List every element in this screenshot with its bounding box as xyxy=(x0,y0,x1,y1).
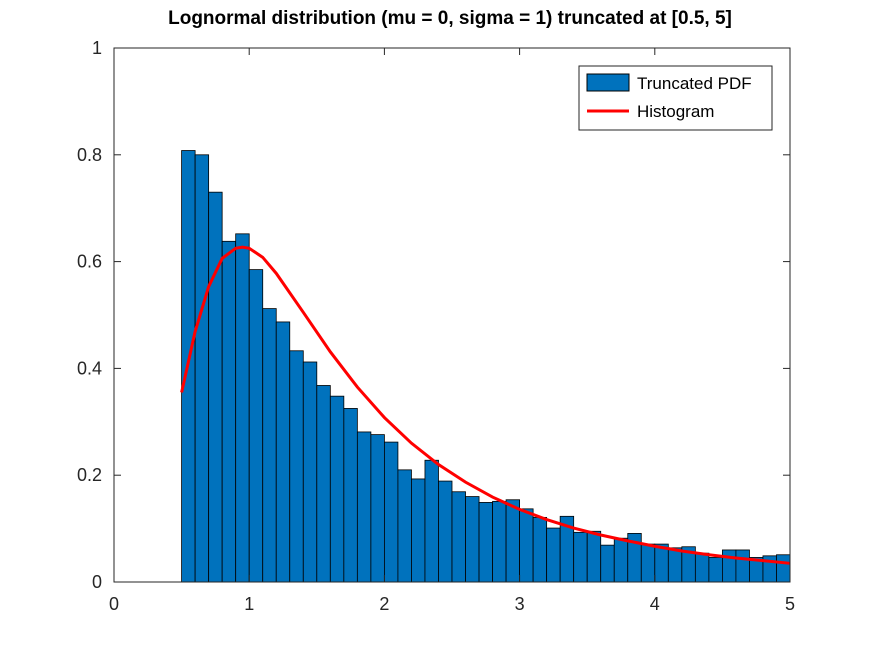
histogram-bar xyxy=(438,480,453,583)
histogram-bar xyxy=(397,469,412,583)
histogram-bar xyxy=(492,500,507,583)
histogram-bar xyxy=(275,321,291,583)
axes-box xyxy=(113,47,791,583)
histogram-bar xyxy=(289,350,304,583)
histogram-bar xyxy=(667,547,683,583)
histogram-bar xyxy=(208,191,223,583)
histogram-bar xyxy=(221,240,237,583)
histogram-bar xyxy=(451,491,466,583)
y-axis: 0 0.2 0.4 0.6 0.8 1 xyxy=(77,38,790,592)
y-tick-label: 0.6 xyxy=(77,252,102,272)
histogram-bar xyxy=(600,544,615,583)
histogram-bar xyxy=(546,527,561,583)
legend-swatch-truncated-pdf xyxy=(586,73,630,92)
histogram-bar xyxy=(532,516,548,583)
histogram-bar xyxy=(316,385,331,583)
histogram-bar xyxy=(356,431,372,583)
histogram-bar xyxy=(776,554,791,583)
histogram-bar xyxy=(424,459,439,583)
legend-label-truncated-pdf: Truncated PDF xyxy=(637,74,752,93)
x-tick-label: 0 xyxy=(109,594,119,614)
legend-label-histogram: Histogram xyxy=(637,102,714,121)
x-tick-label: 3 xyxy=(515,594,525,614)
histogram-bar xyxy=(722,549,737,583)
histogram-bar xyxy=(194,154,210,583)
histogram-line xyxy=(180,245,791,565)
histogram-bar xyxy=(586,530,602,583)
histogram-bar xyxy=(329,395,345,583)
histogram-bar xyxy=(613,537,629,583)
histogram-bar xyxy=(505,499,520,583)
histogram-bar xyxy=(573,531,588,583)
y-tick-label: 0 xyxy=(92,572,102,592)
x-tick-label: 2 xyxy=(379,594,389,614)
histogram-bar xyxy=(248,269,264,583)
histogram-bar xyxy=(383,441,399,583)
legend: Truncated PDF Histogram xyxy=(578,65,773,131)
histogram-bar xyxy=(708,557,723,583)
histogram-bar xyxy=(694,552,710,583)
histogram-bar xyxy=(735,549,750,583)
histogram-bar xyxy=(343,408,358,583)
histogram-bar xyxy=(478,502,493,583)
y-tick-label: 0.8 xyxy=(77,145,102,165)
x-tick-label: 5 xyxy=(785,594,795,614)
x-axis: 0 1 2 3 4 5 xyxy=(109,48,795,614)
histogram-bar xyxy=(262,308,277,583)
x-tick-label: 4 xyxy=(650,594,660,614)
histogram-bar xyxy=(411,478,426,583)
histogram-bar xyxy=(640,543,656,583)
x-tick-label: 1 xyxy=(244,594,254,614)
histogram-bar xyxy=(235,233,250,583)
y-tick-label: 1 xyxy=(92,38,102,58)
histogram-bar xyxy=(465,496,480,583)
y-tick-label: 0.4 xyxy=(77,358,102,378)
histogram-bar xyxy=(519,508,534,583)
histogram-bar xyxy=(370,434,385,583)
chart-title: Lognormal distribution (mu = 0, sigma = … xyxy=(168,8,732,29)
histogram-bar xyxy=(302,361,318,583)
y-tick-label: 0.2 xyxy=(77,465,102,485)
